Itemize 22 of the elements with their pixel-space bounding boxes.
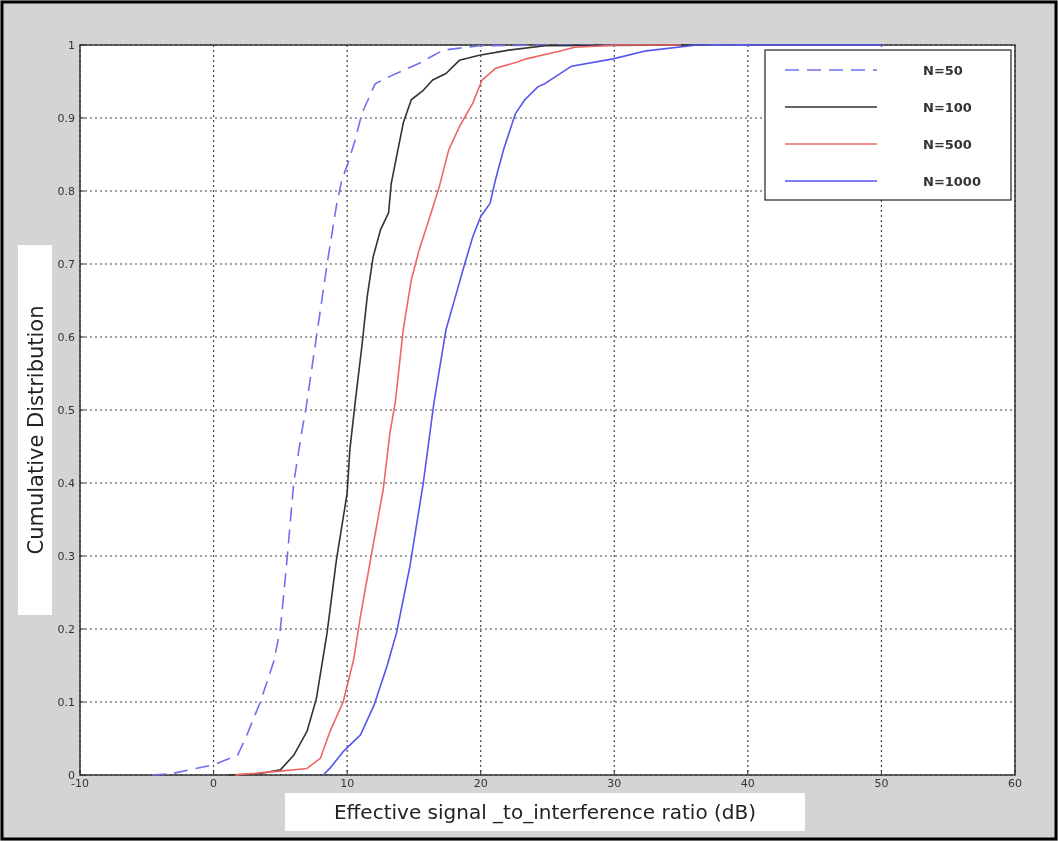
- y-axis-title: Cumulative Distribution: [24, 305, 48, 555]
- x-tick-label: 0: [210, 777, 218, 790]
- y-tick-label: 0.3: [57, 550, 75, 563]
- x-tick-label: 10: [340, 777, 355, 790]
- x-tick-label: 40: [740, 777, 755, 790]
- y-tick-label: 0.4: [57, 477, 75, 490]
- y-tick-label: 0.1: [57, 696, 75, 709]
- x-tick-label: 60: [1008, 777, 1022, 790]
- line-series: [322, 44, 884, 776]
- y-tick-label: 0.6: [57, 331, 75, 344]
- x-axis-title: Effective signal _to_interference ratio (dB): [333, 800, 757, 824]
- x-tick-label: 30: [607, 777, 622, 790]
- y-tick-label: 0.7: [57, 258, 75, 271]
- y-tick-label: 0.2: [57, 623, 75, 636]
- legend: N=50 N=100 N=500 N=1000: [764, 49, 1012, 201]
- y-tick-label: 0: [68, 769, 75, 782]
- y-tick-label: 0.8: [57, 185, 75, 198]
- x-tick-label: 50: [874, 777, 889, 790]
- y-tick-label: 0.9: [57, 112, 75, 125]
- y-tick-label: 1: [68, 39, 75, 52]
- y-tick-label: 0.5: [57, 404, 75, 417]
- x-tick-label: 20: [473, 777, 488, 790]
